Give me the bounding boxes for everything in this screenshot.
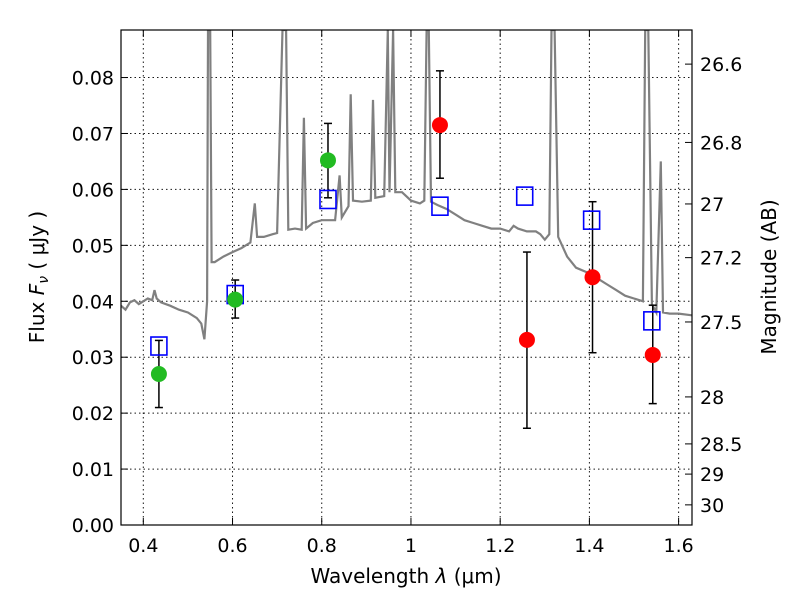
y2-tick-label: 30 <box>700 495 724 517</box>
observed-point-green <box>319 152 336 169</box>
x-tick-label: 1.2 <box>485 535 515 557</box>
model-photometry-square <box>515 186 534 206</box>
y-tick-label: 0.08 <box>72 68 114 90</box>
model-photometry-square <box>150 336 168 356</box>
observed-point-green <box>227 291 244 308</box>
y2-tick-label: 27.2 <box>700 248 742 270</box>
y2-tick-label: 27 <box>700 194 724 216</box>
model-photometry-square <box>643 311 661 331</box>
x-tick-label: 1 <box>405 535 417 557</box>
model-photometry-square <box>319 189 337 210</box>
axis-ticks <box>121 30 692 526</box>
model-photometry-square <box>582 210 601 230</box>
y-tick-label: 0.05 <box>72 235 114 257</box>
y-tick-label: 0.02 <box>72 403 114 425</box>
y-tick-label: 0.03 <box>72 347 114 369</box>
y2-tick-label: 26.6 <box>700 54 742 76</box>
observed-point-green <box>150 365 167 382</box>
grid-lines <box>121 30 692 526</box>
y-tick-label: 0.07 <box>72 123 114 145</box>
x-tick-label: 0.8 <box>307 535 337 557</box>
plot-frame <box>120 29 693 526</box>
y-tick-label: 0.06 <box>72 179 114 201</box>
y-tick-label: 0.01 <box>72 459 114 481</box>
spectrum-line <box>121 30 692 340</box>
y2-tick-label: 28 <box>700 387 724 409</box>
tick-labels: 0.4 0.6 0.8 1 1.2 1.4 1.6 0.00 0.01 0.02 0.03 0.04 0… <box>72 54 743 557</box>
model-photometry-square <box>431 196 449 216</box>
y-tick-label: 0.00 <box>72 515 114 537</box>
observed-point-red <box>584 269 601 286</box>
y2-tick-label: 27.5 <box>700 312 742 334</box>
x-tick-label: 0.6 <box>217 535 247 557</box>
y2-tick-label: 29 <box>700 464 724 486</box>
x-tick-label: 0.4 <box>128 535 158 557</box>
y2-tick-label: 26.8 <box>700 132 742 154</box>
y-axis-title: Flux Fν ( μJy ) <box>25 211 52 343</box>
observed-point-red <box>644 346 661 363</box>
x-tick-label: 1.6 <box>664 535 694 557</box>
y-tick-label: 0.04 <box>72 291 114 313</box>
observed-point-red <box>431 117 448 134</box>
x-tick-label: 1.4 <box>574 535 604 557</box>
error-bars <box>154 70 657 429</box>
y2-tick-label: 28.5 <box>700 434 742 456</box>
data-markers <box>150 117 661 382</box>
model-spectrum <box>121 30 692 340</box>
observed-point-red <box>518 331 535 348</box>
y2-axis-title: Magnitude (AB) <box>757 199 781 354</box>
x-axis-title: Wavelength λ (μm) <box>310 564 501 588</box>
